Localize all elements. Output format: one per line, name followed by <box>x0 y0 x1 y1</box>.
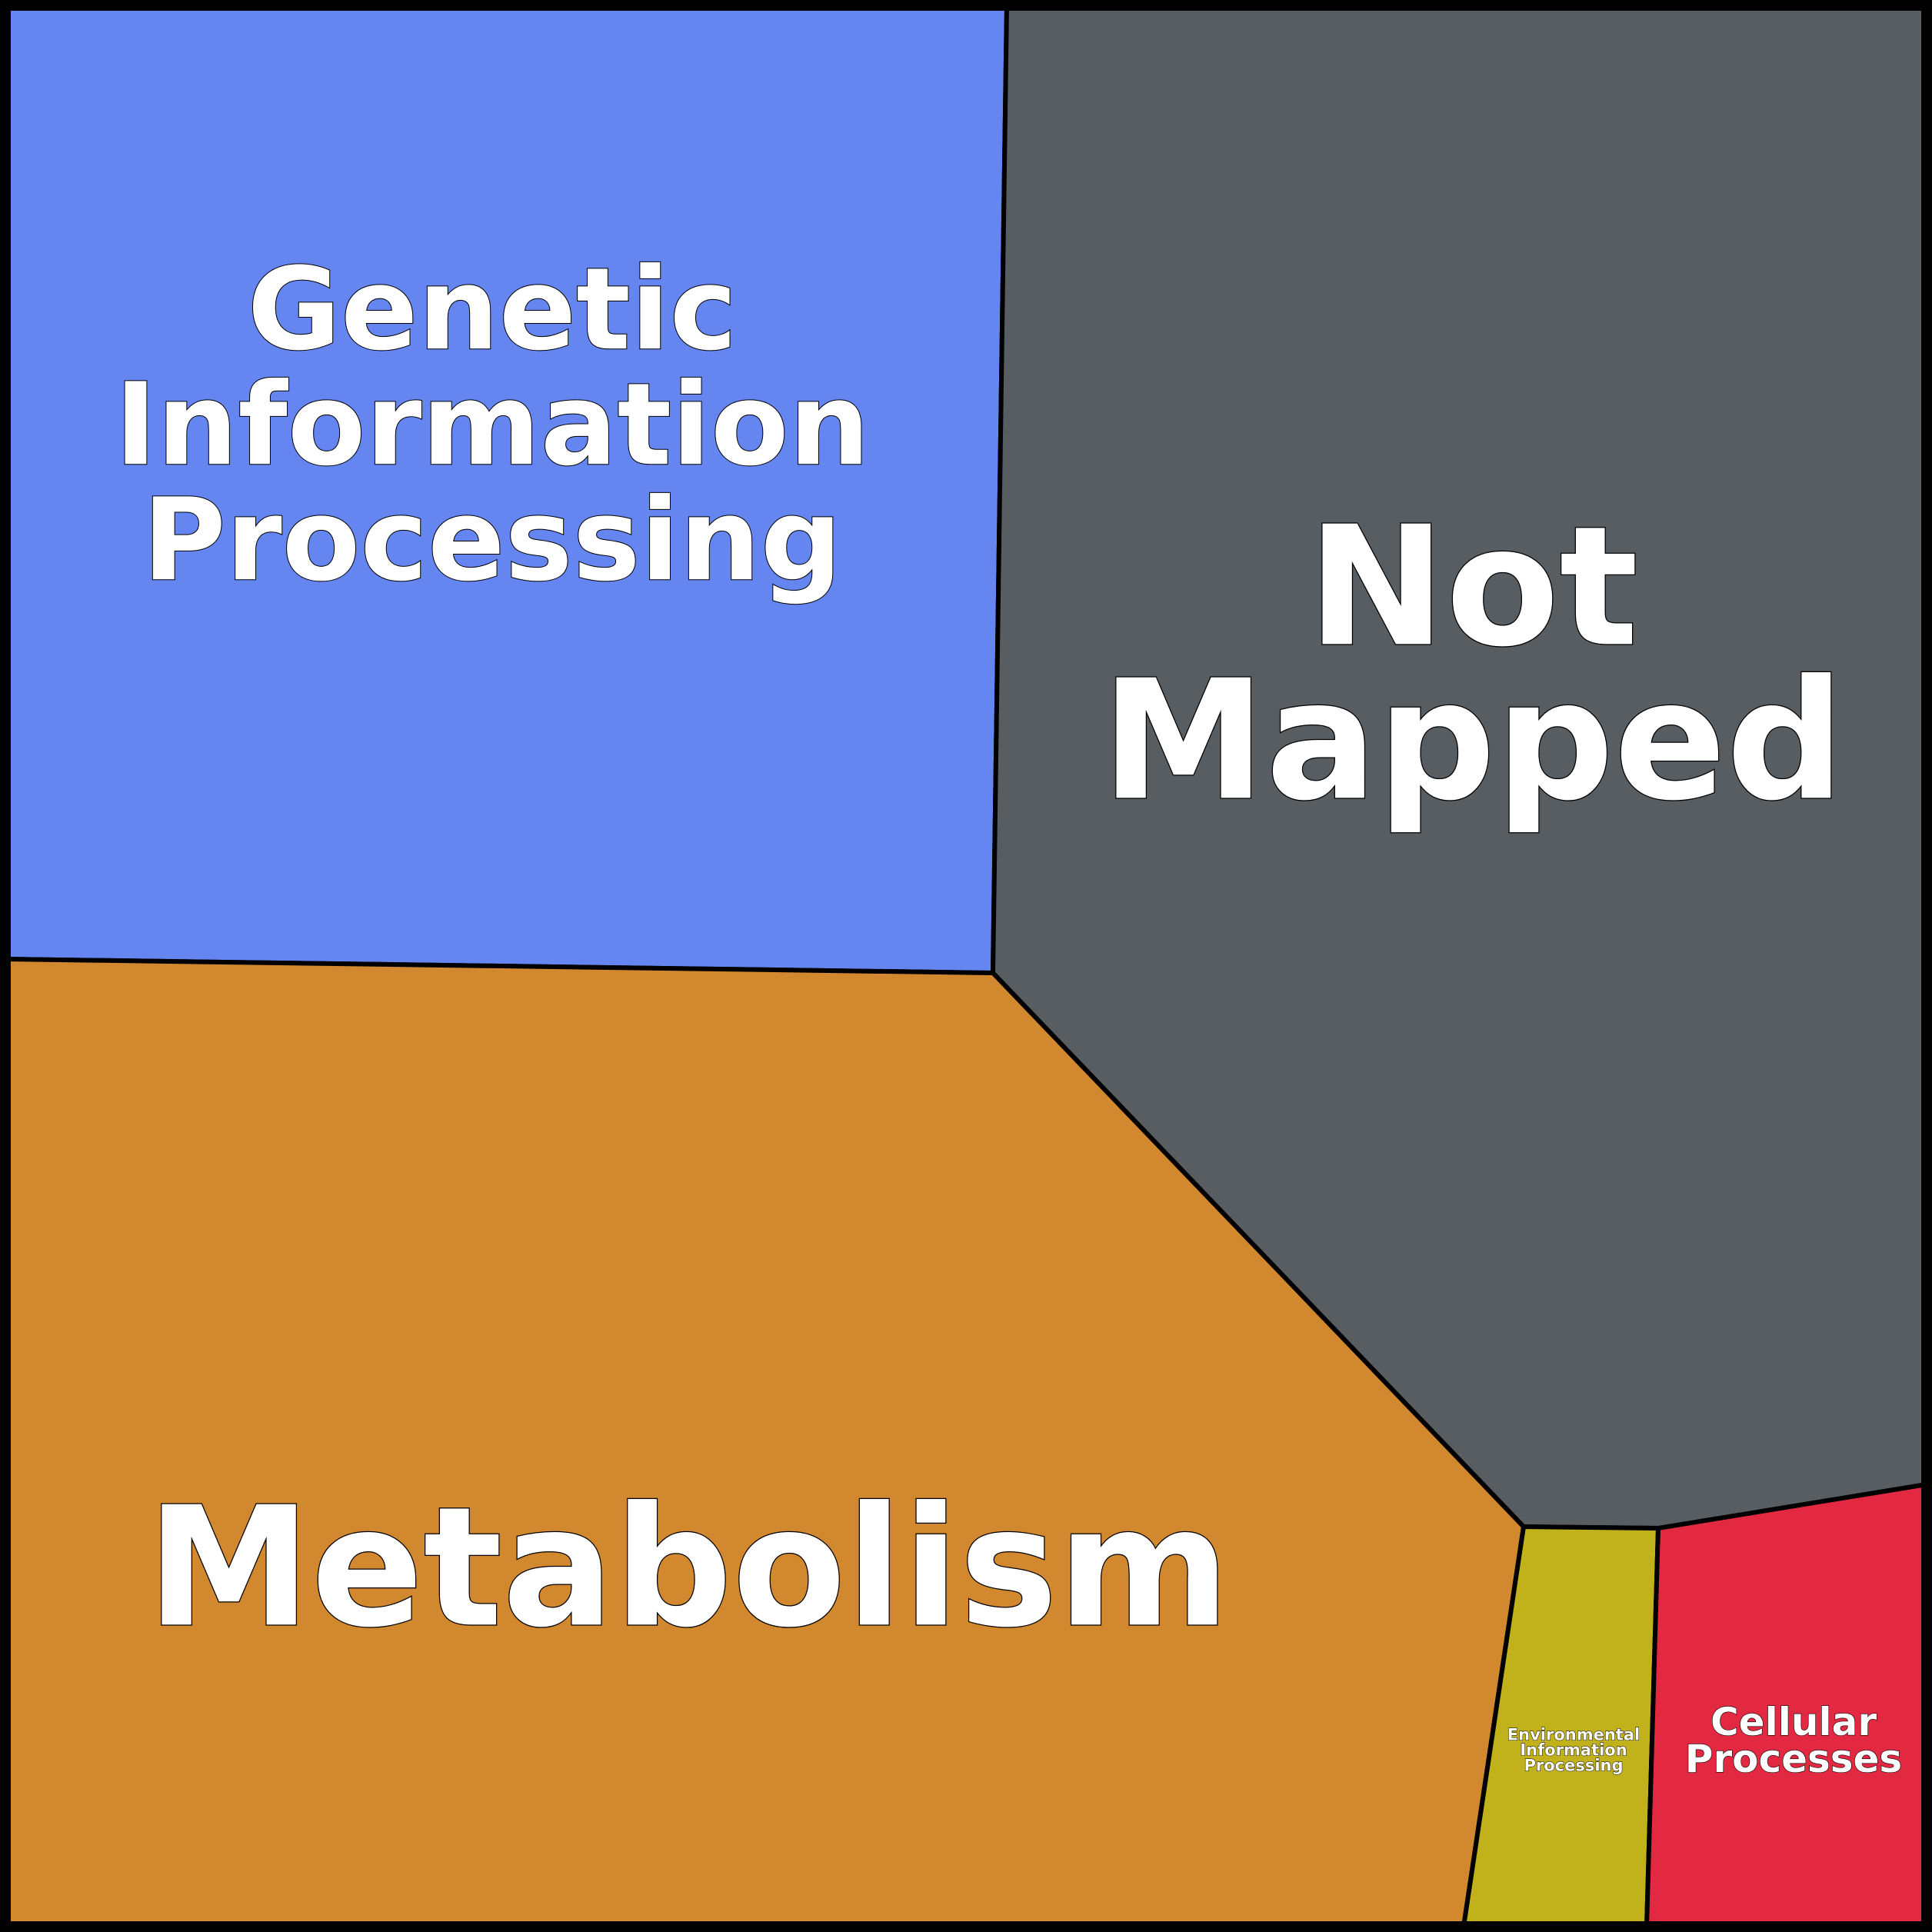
label-environmental-information-processing-line-1: Environmental <box>1507 1726 1640 1744</box>
label-not-mapped-line-1: Not <box>1307 490 1638 683</box>
cells-layer <box>2 3 1929 1929</box>
label-cellular-processes-line-2: Processes <box>1685 1737 1902 1781</box>
label-environmental-information-processing-line-3: Processing <box>1524 1757 1623 1775</box>
label-environmental-information-processing-line-2: Information <box>1520 1741 1627 1760</box>
label-metabolism: Metabolism <box>147 1471 1231 1664</box>
label-metabolism-line-1: Metabolism <box>147 1471 1231 1664</box>
label-genetic-information-processing-line-2: Information <box>115 358 870 491</box>
label-environmental-information-processing: Environmental Information Processing <box>1507 1726 1640 1775</box>
label-cellular-processes: Cellular Processes <box>1685 1700 1902 1781</box>
label-genetic-information-processing-line-1: Genetic <box>248 243 738 375</box>
label-not-mapped: Not Mapped <box>1101 490 1845 837</box>
labels-layer: Genetic Information Processing Not MappedMet… <box>114 242 1903 1781</box>
label-not-mapped-line-2: Mapped <box>1101 644 1845 837</box>
label-genetic-information-processing: Genetic Information Processing <box>115 243 870 606</box>
label-cellular-processes-line-1: Cellular <box>1710 1700 1877 1744</box>
label-genetic-information-processing-line-3: Processing <box>142 474 841 606</box>
